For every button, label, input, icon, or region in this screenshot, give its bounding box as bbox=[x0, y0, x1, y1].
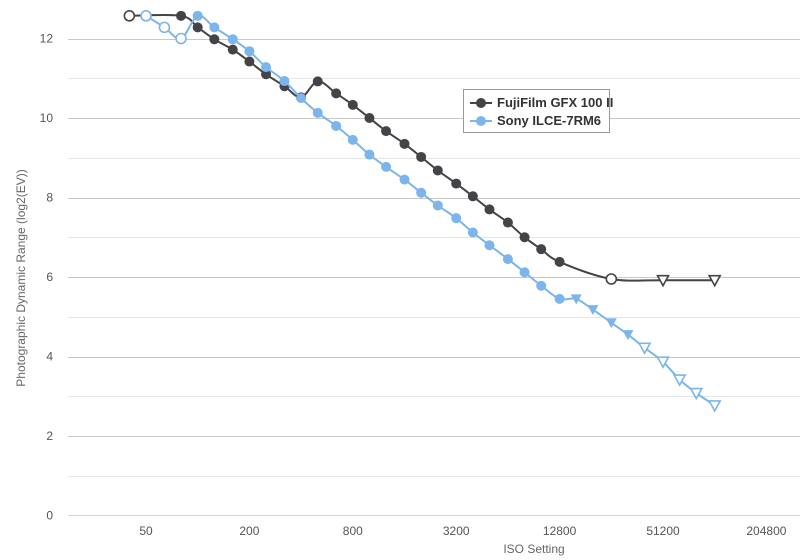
data-point[interactable] bbox=[296, 93, 307, 104]
data-point[interactable] bbox=[261, 69, 272, 80]
data-point[interactable] bbox=[192, 10, 203, 21]
data-point[interactable] bbox=[467, 227, 478, 238]
data-point[interactable] bbox=[432, 165, 443, 176]
y-tick-label: 4 bbox=[46, 350, 53, 364]
grid-lines bbox=[68, 39, 800, 477]
x-axis-tick-labels: 50 200 800 3200 12800 51200 204800 bbox=[139, 524, 786, 538]
data-point[interactable] bbox=[605, 318, 617, 329]
y-tick-label: 8 bbox=[46, 191, 53, 205]
legend-marker-sony bbox=[476, 116, 486, 126]
data-point[interactable] bbox=[227, 34, 238, 45]
data-point[interactable] bbox=[123, 10, 136, 22]
y-tick-label: 6 bbox=[46, 270, 53, 284]
y-tick-label: 10 bbox=[40, 111, 54, 125]
data-point[interactable] bbox=[605, 273, 618, 285]
y-axis-tick-labels: 0 2 4 6 8 10 12 bbox=[40, 32, 54, 523]
data-point[interactable] bbox=[451, 213, 462, 224]
legend-item-fujifilm[interactable]: FujiFilm GFX 100 II bbox=[470, 95, 613, 110]
data-point[interactable] bbox=[192, 22, 203, 33]
data-point[interactable] bbox=[519, 267, 530, 278]
data-point[interactable] bbox=[637, 342, 652, 355]
data-point[interactable] bbox=[399, 174, 410, 185]
data-point[interactable] bbox=[502, 217, 513, 228]
x-tick-label: 12800 bbox=[543, 524, 577, 538]
data-point[interactable] bbox=[347, 134, 358, 145]
data-point[interactable] bbox=[261, 62, 272, 73]
data-point[interactable] bbox=[279, 76, 290, 87]
data-point[interactable] bbox=[175, 32, 187, 45]
data-point[interactable] bbox=[244, 56, 255, 67]
y-axis-title: Photographic Dynamic Range (log2(EV)) bbox=[14, 169, 28, 386]
data-point[interactable] bbox=[467, 191, 478, 202]
data-point[interactable] bbox=[347, 99, 358, 110]
data-point[interactable] bbox=[399, 138, 410, 149]
data-point[interactable] bbox=[312, 76, 323, 87]
data-point[interactable] bbox=[484, 204, 495, 215]
data-point[interactable] bbox=[707, 274, 722, 288]
data-point[interactable] bbox=[209, 22, 220, 33]
data-point[interactable] bbox=[312, 107, 323, 118]
y-tick-label: 0 bbox=[46, 509, 53, 523]
data-point[interactable] bbox=[244, 46, 255, 57]
data-point[interactable] bbox=[364, 113, 375, 123]
data-point[interactable] bbox=[519, 232, 530, 243]
legend-box bbox=[463, 89, 610, 133]
data-point[interactable] bbox=[432, 200, 443, 211]
data-point[interactable] bbox=[536, 280, 547, 291]
data-point[interactable] bbox=[176, 10, 187, 21]
data-point[interactable] bbox=[554, 256, 565, 267]
data-point[interactable] bbox=[570, 294, 582, 305]
series-sony bbox=[140, 10, 722, 413]
legend-item-sony[interactable]: Sony ILCE-7RM6 bbox=[470, 113, 601, 128]
legend-label-sony: Sony ILCE-7RM6 bbox=[497, 113, 601, 128]
data-point[interactable] bbox=[416, 151, 427, 162]
legend-marker-fujifilm bbox=[476, 98, 486, 108]
data-point[interactable] bbox=[416, 187, 427, 198]
data-point[interactable] bbox=[587, 305, 599, 316]
x-tick-label: 800 bbox=[343, 524, 363, 538]
data-point[interactable] bbox=[554, 293, 565, 304]
legend-label-fujifilm: FujiFilm GFX 100 II bbox=[497, 95, 613, 110]
data-point[interactable] bbox=[209, 34, 220, 45]
x-tick-label: 50 bbox=[139, 524, 153, 538]
data-point[interactable] bbox=[622, 330, 634, 341]
x-tick-label: 204800 bbox=[746, 524, 786, 538]
data-point[interactable] bbox=[707, 400, 722, 413]
data-point[interactable] bbox=[331, 88, 342, 99]
y-tick-label: 12 bbox=[40, 32, 54, 46]
series-layer bbox=[123, 10, 722, 413]
x-tick-label: 3200 bbox=[443, 524, 470, 538]
data-point[interactable] bbox=[381, 161, 392, 172]
data-point[interactable] bbox=[451, 178, 462, 189]
data-point[interactable] bbox=[364, 149, 375, 160]
series-line bbox=[129, 13, 715, 282]
data-point[interactable] bbox=[502, 254, 513, 265]
data-point[interactable] bbox=[381, 126, 392, 137]
data-point[interactable] bbox=[689, 387, 704, 401]
legend[interactable]: FujiFilm GFX 100 II Sony ILCE-7RM6 bbox=[463, 89, 614, 133]
data-point[interactable] bbox=[656, 274, 670, 288]
data-point[interactable] bbox=[140, 10, 152, 22]
series-line bbox=[145, 14, 716, 407]
data-point[interactable] bbox=[484, 240, 495, 251]
x-tick-label: 51200 bbox=[646, 524, 680, 538]
data-point[interactable] bbox=[227, 44, 238, 55]
x-tick-label: 200 bbox=[239, 524, 259, 538]
data-point[interactable] bbox=[656, 356, 670, 369]
y-tick-label: 2 bbox=[46, 429, 53, 443]
data-point[interactable] bbox=[331, 120, 342, 131]
data-point[interactable] bbox=[672, 374, 687, 387]
data-point[interactable] bbox=[158, 21, 171, 34]
series-fujifilm bbox=[123, 10, 722, 288]
data-point[interactable] bbox=[536, 244, 547, 255]
x-axis-title: ISO Setting bbox=[503, 542, 564, 556]
